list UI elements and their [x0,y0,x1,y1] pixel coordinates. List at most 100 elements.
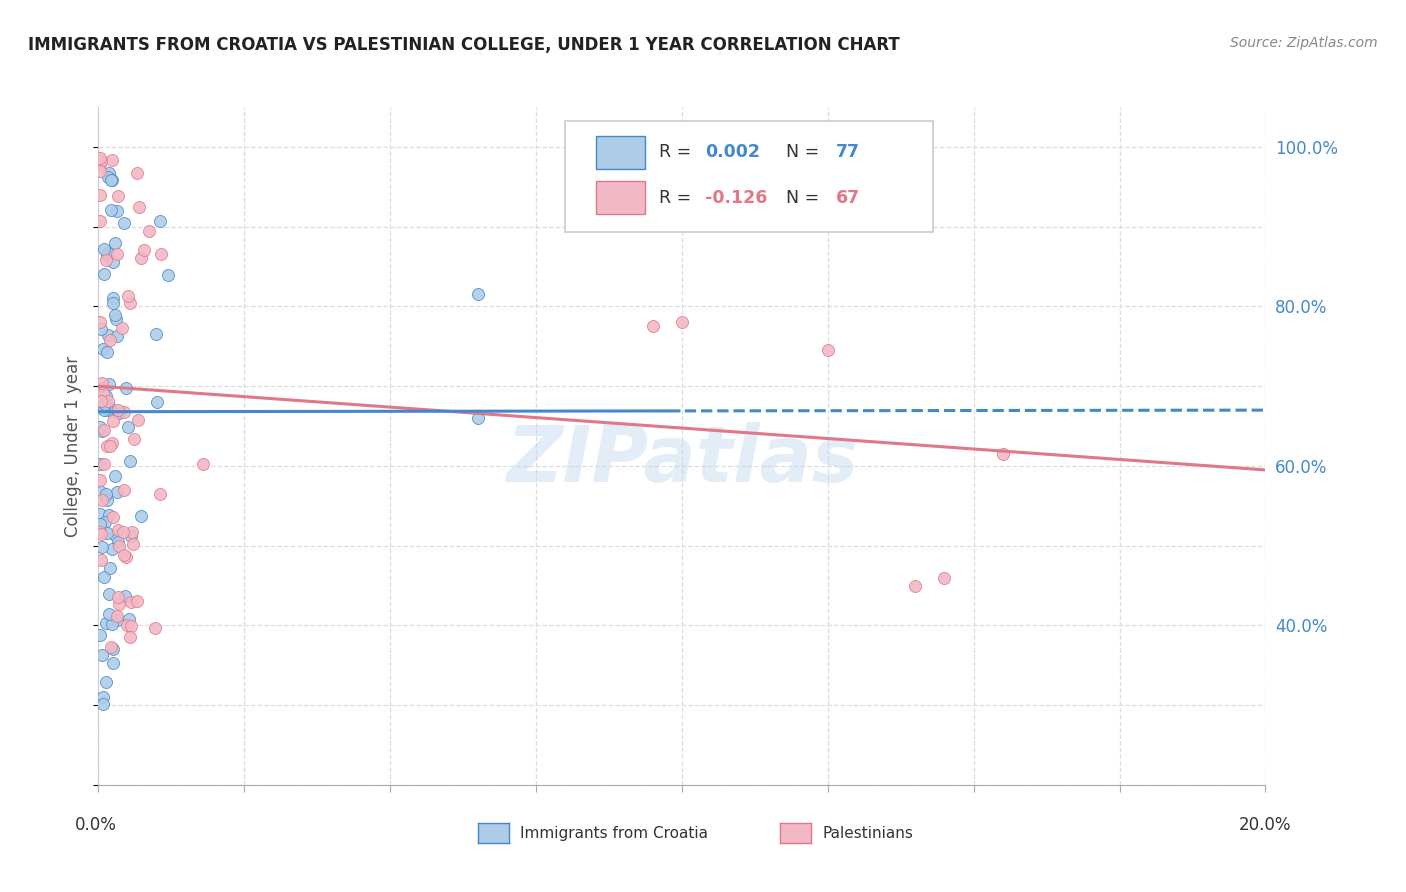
Point [90,485,112,500]
Point [101,295,124,310]
Point [91,380,114,394]
Text: 0.002: 0.002 [706,144,761,161]
Point [98,401,121,415]
Point [96,526,118,541]
Point [108,597,131,611]
Text: ZIPatlas: ZIPatlas [506,422,858,498]
Point [125,166,148,180]
Point [138,224,160,238]
Point [149,487,172,501]
Point [90,540,112,554]
Point [98,333,121,347]
Point [93,423,115,437]
Point [89,628,111,642]
Point [115,381,138,395]
Point [97,245,120,260]
Point [122,432,145,446]
Point [89,517,111,532]
Point [96,248,118,262]
Text: R =: R = [658,144,696,161]
Point [98,560,121,574]
Point [90,321,112,335]
Point [115,618,138,632]
Point [134,243,156,257]
Point [120,529,142,543]
Point [100,172,122,186]
Point [96,487,118,501]
Point [120,619,142,633]
Text: N =: N = [775,188,825,207]
Point [128,200,150,214]
Point [96,492,118,507]
Point [117,419,139,434]
Point [117,288,139,302]
Point [91,690,114,704]
Point [101,153,124,168]
Point [94,401,117,416]
Text: N =: N = [775,144,825,161]
Text: IMMIGRANTS FROM CROATIA VS PALESTINIAN COLLEGE, UNDER 1 YEAR CORRELATION CHART: IMMIGRANTS FROM CROATIA VS PALESTINIAN C… [28,36,900,54]
Point [111,320,134,334]
Point [96,389,118,403]
Point [89,188,111,202]
Point [93,397,115,411]
Text: 20.0%: 20.0% [1239,816,1292,834]
Point [96,344,118,359]
Point [101,617,124,632]
Point [157,268,180,282]
Text: -0.126: -0.126 [706,188,768,207]
Point [101,656,124,670]
Point [93,569,115,583]
Point [98,166,121,180]
Point [90,552,112,566]
Point [96,402,118,417]
Point [89,524,111,539]
Point [120,595,142,609]
Text: 67: 67 [837,188,860,207]
Point [143,621,166,635]
Point [97,394,120,409]
Point [89,152,111,166]
Point [107,540,129,554]
Point [93,342,115,356]
Point [108,405,131,419]
Point [120,630,142,644]
Text: Palestinians: Palestinians [823,826,914,840]
Point [104,308,127,322]
Point [103,510,125,524]
Point [89,458,111,472]
Point [107,535,129,549]
Text: R =: R = [658,188,696,207]
Point [101,436,124,450]
Point [90,376,112,390]
Point [98,508,121,522]
Point [127,413,149,427]
Point [105,609,128,624]
Point [112,216,135,230]
Point [93,403,115,417]
Point [93,267,115,281]
Point [101,172,124,186]
Point [91,648,114,663]
Point [89,394,111,409]
Point [101,255,124,269]
Point [94,674,117,689]
Point [107,523,129,537]
Point [467,287,489,301]
Point [101,641,124,656]
Point [98,439,121,453]
Point [94,515,117,529]
Point [96,616,118,631]
Point [89,507,111,521]
Point [100,202,122,217]
Text: 0.0%: 0.0% [75,816,117,834]
Point [112,525,135,540]
Point [89,214,111,228]
Point [129,251,152,265]
Point [101,414,124,428]
Point [641,319,664,334]
Point [146,395,169,409]
Point [107,203,129,218]
Y-axis label: College, Under 1 year: College, Under 1 year [65,355,83,537]
Point [93,242,115,256]
